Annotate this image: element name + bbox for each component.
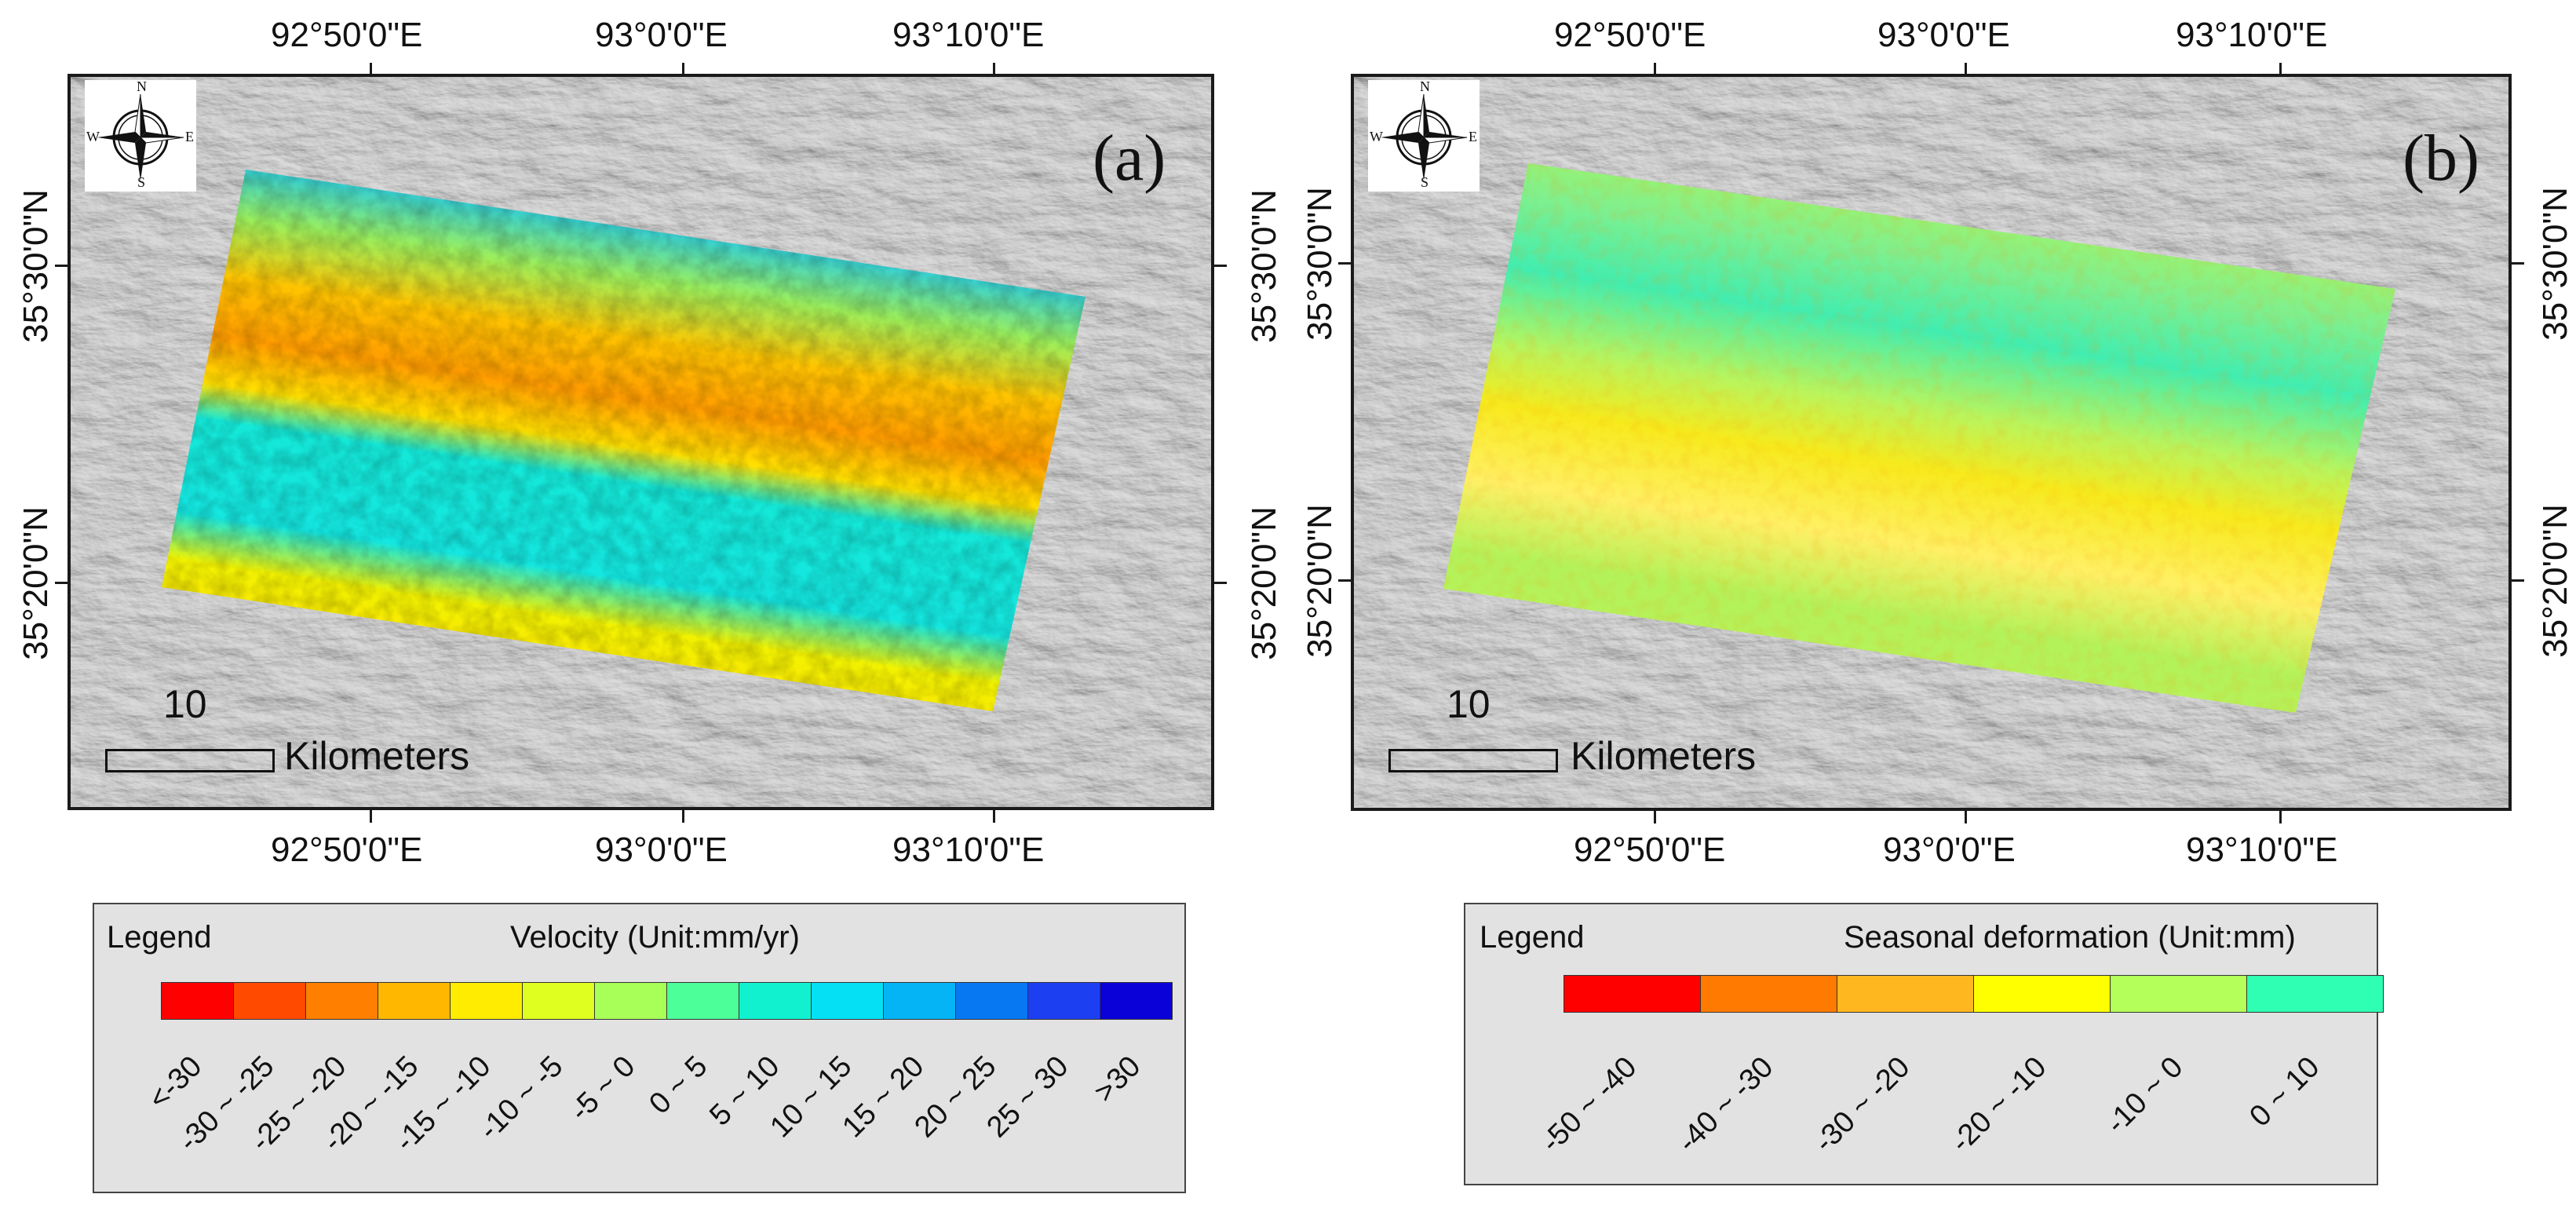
top-lon-label: 93°0'0"E	[595, 16, 728, 54]
legend-swatch	[1100, 982, 1173, 1020]
legend-swatch	[955, 982, 1028, 1020]
compass-n: N	[137, 79, 147, 94]
legend-a: Legend Velocity (Unit:mm/yr) <-30 -30 ~ -…	[93, 903, 1186, 1193]
map-frame-b: N S W E (b) 10 Kilometers	[1351, 74, 2512, 811]
left-lat-label: 35°20'0"N	[16, 506, 55, 660]
map-frame-a: N S W E (a) 10 Kilometers	[68, 74, 1214, 810]
top-lon-label: 93°0'0"E	[1877, 16, 2010, 54]
right-lat-label: 35°20'0"N	[1245, 506, 1283, 660]
legend-class-label: -40 ~ -30	[1671, 1050, 1780, 1159]
panel-label-b: (b)	[2403, 122, 2479, 195]
left-lat-label: 35°20'0"N	[1301, 504, 1339, 658]
scale-number: 10	[163, 682, 207, 726]
legend-swatch	[811, 982, 884, 1020]
hillshade-basemap	[1354, 77, 2508, 808]
bottom-lon-label: 93°0'0"E	[1883, 831, 2016, 869]
legend-heading: Legend	[1480, 920, 1585, 955]
scale-unit: Kilometers	[1571, 734, 1757, 778]
legend-class-label: -50 ~ -40	[1534, 1050, 1644, 1159]
right-lat-label: 35°20'0"N	[2536, 504, 2574, 658]
legend-title: Seasonal deformation (Unit:mm)	[1844, 920, 2296, 955]
legend-swatch	[161, 982, 234, 1020]
north-arrow: N S W E	[1368, 79, 1480, 192]
color-ramp-a: <-30 -30 ~ -25 -25 ~ -20 -20 ~ -15 -15 ~ -10…	[142, 982, 1181, 1186]
legend-heading: Legend	[107, 920, 212, 955]
legend-class-label: -20 ~ -10	[1944, 1050, 2053, 1159]
legend-swatch	[522, 982, 595, 1020]
legend-swatch	[2246, 975, 2384, 1013]
left-lat-label: 35°30'0"N	[1301, 187, 1339, 341]
legend-swatch	[378, 982, 451, 1020]
legend-swatch	[739, 982, 812, 1020]
compass-n: N	[1420, 79, 1430, 94]
top-lon-label: 93°10'0"E	[2176, 16, 2328, 54]
hillshade-basemap	[71, 77, 1211, 807]
right-lat-label: 35°30'0"N	[2536, 187, 2574, 341]
legend-swatch	[666, 982, 739, 1020]
legend-swatch	[233, 982, 306, 1020]
legend-b: Legend Seasonal deformation (Unit:mm) -5…	[1464, 903, 2384, 1185]
compass-s: S	[137, 174, 146, 190]
legend-swatch	[1973, 975, 2111, 1013]
legend-swatch	[1837, 975, 1974, 1013]
left-lat-label: 35°30'0"N	[16, 189, 55, 343]
bottom-lon-label: 92°50'0"E	[1574, 831, 1726, 869]
bottom-lon-label: 92°50'0"E	[271, 831, 423, 869]
panel-label-a: (a)	[1093, 122, 1166, 195]
bottom-lon-label: 93°0'0"E	[595, 831, 728, 869]
bottom-lon-label: 93°10'0"E	[2186, 831, 2338, 869]
legend-swatch	[2110, 975, 2247, 1013]
right-lat-label: 35°30'0"N	[1245, 189, 1283, 343]
scale-bar	[105, 749, 275, 772]
scale-unit: Kilometers	[284, 734, 470, 778]
legend-swatch	[1700, 975, 1837, 1013]
legend-swatch	[1563, 975, 1701, 1013]
compass-e: E	[1469, 129, 1477, 144]
compass-rose-icon	[1381, 93, 1468, 181]
compass-w: W	[1370, 129, 1383, 144]
legend-class-label: -10 ~ 0	[2100, 1050, 2190, 1141]
bottom-lon-label: 93°10'0"E	[892, 831, 1045, 869]
legend-class-label: -30 ~ -20	[1808, 1050, 1917, 1159]
top-lon-label: 92°50'0"E	[1554, 16, 1706, 54]
legend-swatch	[594, 982, 667, 1020]
legend-title: Velocity (Unit:mm/yr)	[510, 920, 800, 955]
compass-rose-icon	[97, 93, 184, 181]
top-lon-label: 92°50'0"E	[271, 16, 423, 54]
legend-swatch	[1027, 982, 1100, 1020]
legend-swatch	[450, 982, 523, 1020]
north-arrow: N S W E	[85, 79, 196, 192]
legend-swatch	[883, 982, 956, 1020]
color-ramp-b: -50 ~ -40 -40 ~ -30 -30 ~ -20 -20 ~ -10 -10 …	[1534, 975, 2384, 1179]
scale-number: 10	[1447, 682, 1491, 726]
compass-e: E	[185, 129, 194, 144]
legend-swatch	[305, 982, 378, 1020]
compass-w: W	[86, 129, 100, 144]
scale-bar	[1388, 749, 1558, 772]
top-lon-label: 93°10'0"E	[892, 16, 1045, 54]
compass-s: S	[1421, 174, 1429, 190]
legend-class-label: 0 ~ 10	[2243, 1050, 2326, 1134]
